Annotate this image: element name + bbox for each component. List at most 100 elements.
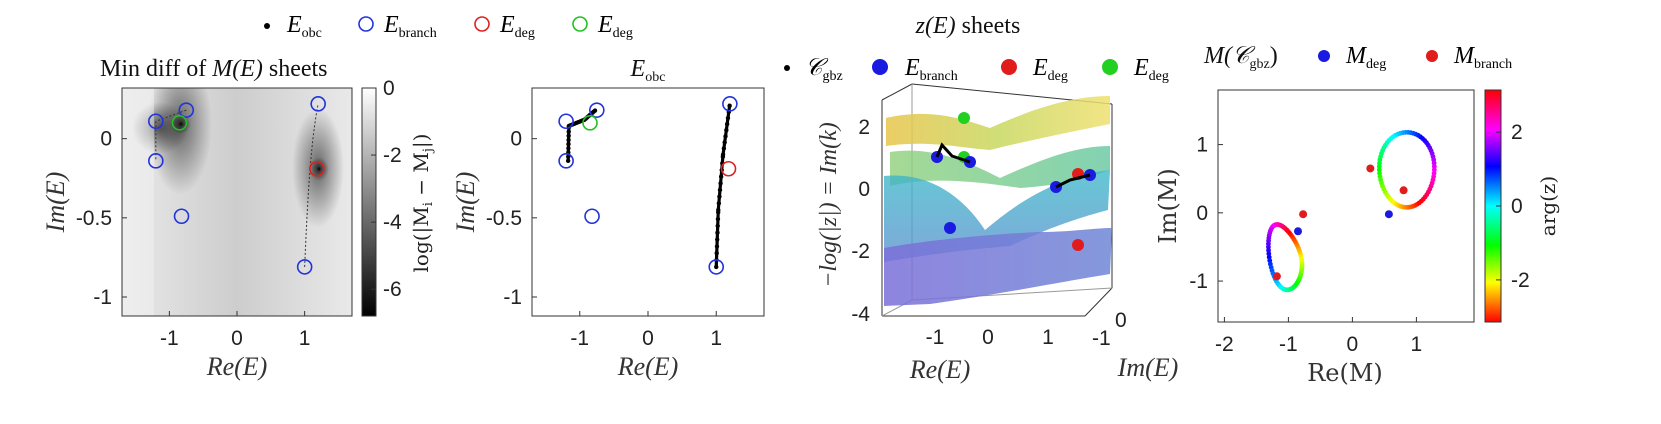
mgbz-y-ticks: 1 0 -1 — [1189, 134, 1223, 293]
sheet-second — [890, 146, 1110, 188]
legend-item-cgbz: 𝒞gbz — [784, 55, 843, 84]
eobc-point — [566, 146, 571, 151]
mgbz-ytick-label: -1 — [1189, 270, 1208, 293]
eobc-point — [715, 216, 721, 222]
mgbz-xtick-label: 0 — [1347, 333, 1359, 356]
eobc-point — [718, 181, 723, 186]
eobc-point — [715, 223, 720, 229]
zsheets-y-ticks: 0 -1 — [1092, 309, 1127, 350]
mgbz-x-label: Re(M) — [1307, 359, 1383, 387]
mgbz-branch-point — [1272, 272, 1281, 281]
svg-text:1: 1 — [1042, 326, 1054, 349]
svg-text:Edeg: Edeg — [499, 12, 535, 41]
eobc-branch-point — [584, 208, 600, 225]
svg-text:Edeg: Edeg — [1032, 55, 1068, 84]
mgbz-xtick-label: -2 — [1215, 333, 1234, 356]
eobc-point — [724, 127, 729, 133]
mgbz-branch-point — [1299, 210, 1308, 219]
mgbz-colorbar-tick-label: -2 — [1511, 269, 1530, 292]
mgbz-deg-point — [1384, 210, 1393, 219]
svg-text:0: 0 — [982, 326, 994, 349]
eobc-title: Eobc — [630, 56, 666, 85]
eobc-point — [716, 207, 721, 213]
eobc-point — [566, 154, 571, 159]
eobc-point — [722, 140, 727, 145]
svg-text:Edeg: Edeg — [597, 12, 633, 41]
heatmap-colorbar-ticks: 0 -2 -4 -6 — [371, 77, 402, 301]
eobc-branch-point — [558, 153, 574, 169]
eobc-point — [724, 121, 730, 127]
eobc-point — [716, 201, 722, 206]
panel-eobc: Eobc -1 0 1 0 -0.5 -1 Re(E) Im(E) — [451, 56, 765, 381]
zsheets-surfaces — [884, 96, 1112, 306]
mgbz-branch-point — [1399, 186, 1408, 195]
eobc-point — [714, 244, 720, 249]
zsheets-z-ticks: 2 0 -2 -4 — [851, 116, 870, 326]
legend-mgbz: M(𝒞gbz) Mdeg Mbranch — [1203, 43, 1512, 72]
heatmap-y-ticks: 0 -0.5 -1 — [76, 128, 127, 309]
eobc-xtick-label: 0 — [642, 327, 654, 350]
svg-text:-4: -4 — [851, 303, 870, 326]
mgbz-branch-point — [1366, 164, 1375, 173]
eobc-x-ticks: -1 0 1 — [570, 311, 722, 350]
heatmap-image — [122, 88, 352, 316]
mgbz-colorbar-tick-label: 0 — [1511, 195, 1523, 218]
svg-text:Mbranch: Mbranch — [1453, 43, 1512, 72]
eobc-point — [727, 103, 732, 109]
zsheet-gbz-curve-1 — [935, 142, 971, 164]
eobc-xtick-label: -1 — [570, 327, 589, 350]
eobc-point — [717, 194, 722, 199]
heatmap-y-label: Im(E) — [41, 172, 70, 234]
svg-text:Eobc: Eobc — [286, 12, 322, 41]
mgbz-title: M(𝒞gbz) — [1203, 43, 1278, 72]
eobc-y-ticks: 0 -0.5 -1 — [486, 128, 537, 309]
eobc-point — [720, 152, 726, 157]
legend-item-ebranch: Ebranch — [872, 55, 958, 84]
eobc-branch-point — [589, 102, 605, 118]
heatmap-xtick-label: -1 — [160, 327, 179, 350]
mgbz-ytick-label: 1 — [1196, 134, 1208, 157]
mgbz-loop-left-point — [1299, 257, 1304, 262]
mgbz-xtick-label: -1 — [1279, 333, 1298, 356]
eobc-deg-point-green — [582, 115, 598, 131]
eobc-point — [723, 134, 728, 139]
svg-text:-1: -1 — [1092, 327, 1111, 350]
mgbz-colorbar-tick-label: 2 — [1511, 121, 1523, 144]
zsheet-gbz-curve-2 — [1055, 173, 1091, 189]
legend-item-e-obc: Eobc — [264, 12, 322, 41]
legend-item-edeg-green: Edeg — [1102, 55, 1169, 84]
svg-text:0: 0 — [858, 178, 870, 201]
zsheet-edeg-green-1 — [958, 112, 970, 124]
svg-text:0: 0 — [1115, 309, 1127, 332]
heatmap-x-ticks: -1 0 1 — [160, 311, 310, 350]
eobc-point — [715, 230, 720, 235]
eobc-point — [592, 108, 598, 113]
heatmap-colorbar-label: log(|Mi − Mj|) — [409, 134, 436, 273]
heatmap-colorbar-tick-label: -2 — [383, 144, 402, 167]
eobc-deg-point-red — [720, 160, 737, 177]
svg-text:-1: -1 — [926, 326, 945, 349]
sheet-third — [884, 170, 1110, 262]
heatmap-branch-point — [310, 96, 326, 112]
heatmap-x-label: Re(E) — [206, 352, 268, 381]
svg-text:-2: -2 — [851, 240, 870, 263]
heatmap-branch-point — [148, 153, 164, 169]
eobc-xtick-label: 1 — [710, 327, 722, 350]
eobc-branch-point — [708, 259, 725, 275]
heatmap-xtick-label: 0 — [231, 327, 243, 350]
heatmap-branch-point — [148, 113, 164, 130]
legend-zsheets: 𝒞gbz Ebranch Edeg Edeg — [784, 55, 1169, 84]
svg-text:Edeg: Edeg — [1133, 55, 1169, 84]
heatmap-colorbar-tick-label: 0 — [383, 77, 395, 100]
legend-top: Eobc Ebranch Edeg Edeg — [264, 12, 633, 41]
heatmap-ytick-label: -0.5 — [76, 207, 112, 230]
heatmap-deg-point-red — [309, 160, 325, 177]
eobc-axes — [531, 87, 765, 317]
svg-text:Ebranch: Ebranch — [904, 55, 958, 84]
eobc-point — [566, 129, 571, 134]
eobc-point — [566, 137, 571, 143]
eobc-x-label: Re(E) — [617, 352, 679, 381]
zsheets-x-label: Re(E) — [909, 355, 971, 384]
legend-item-e-branch: Ebranch — [358, 12, 437, 41]
sheet-bottom — [884, 228, 1112, 306]
